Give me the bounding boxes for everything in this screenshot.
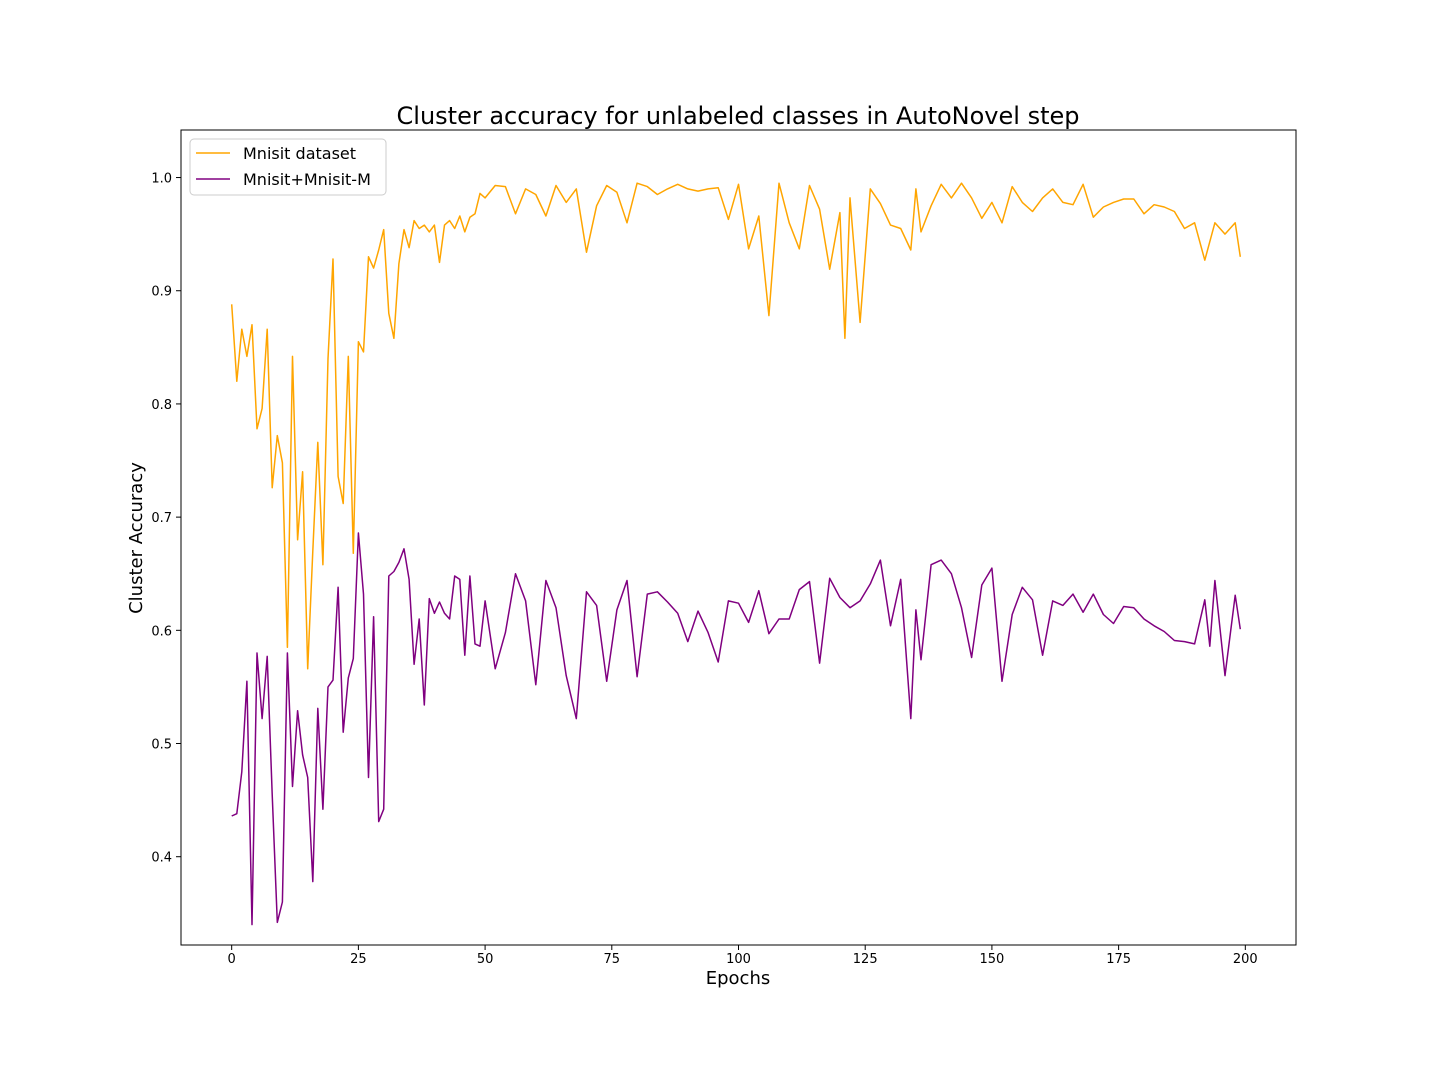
x-tick-label: 100 bbox=[726, 952, 751, 967]
x-tick-label: 175 bbox=[1106, 952, 1131, 967]
x-tick-label: 0 bbox=[228, 952, 236, 967]
x-tick-label: 200 bbox=[1233, 952, 1258, 967]
chart-title: Cluster accuracy for unlabeled classes i… bbox=[397, 102, 1080, 130]
y-tick-label: 0.9 bbox=[151, 285, 172, 300]
y-tick-label: 0.6 bbox=[151, 624, 172, 639]
x-axis-label: Epochs bbox=[706, 968, 771, 989]
y-tick-label: 0.8 bbox=[151, 398, 172, 413]
x-tick-label: 50 bbox=[477, 952, 494, 967]
x-tick-label: 125 bbox=[853, 952, 878, 967]
y-tick-label: 0.4 bbox=[151, 851, 172, 866]
y-tick-label: 0.5 bbox=[151, 738, 172, 753]
legend-label-mnisit-dataset: Mnisit dataset bbox=[243, 144, 356, 163]
y-tick-label: 1.0 bbox=[151, 172, 172, 187]
y-tick-label: 0.7 bbox=[151, 511, 172, 526]
x-tick-label: 25 bbox=[350, 952, 367, 967]
x-tick-label: 75 bbox=[604, 952, 621, 967]
x-tick-label: 150 bbox=[979, 952, 1004, 967]
legend-label-mnisit-mnisit-m: Mnisit+Mnisit-M bbox=[243, 170, 371, 189]
y-axis-label: Cluster Accuracy bbox=[126, 462, 147, 614]
legend: Mnisit dataset Mnisit+Mnisit-M bbox=[190, 139, 386, 195]
